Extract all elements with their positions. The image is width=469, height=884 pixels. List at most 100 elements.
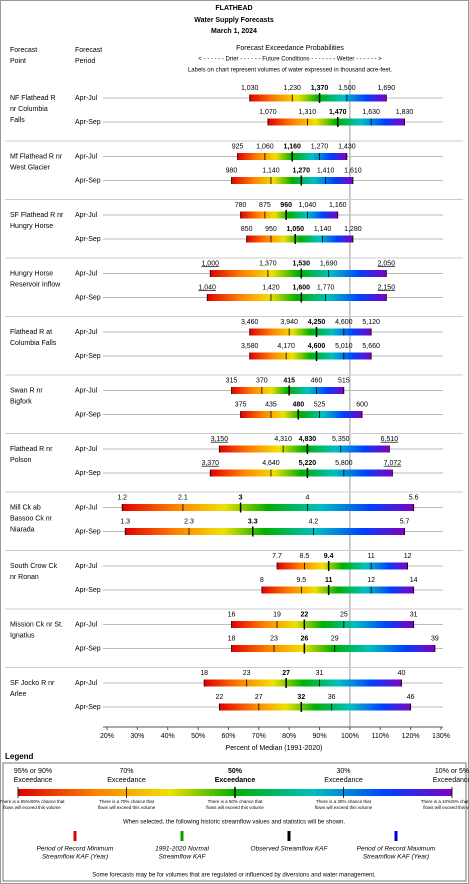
station-name: Flathead R nr bbox=[10, 446, 53, 453]
period: Apr-Jul bbox=[75, 329, 98, 336]
legend-heading: 70% bbox=[119, 768, 133, 775]
value-label: 1,310 bbox=[299, 109, 317, 116]
value-label: 3,940 bbox=[280, 319, 298, 326]
value-label: 480 bbox=[292, 401, 304, 408]
station-name: Hungry Horse bbox=[10, 223, 53, 230]
value-label: 925 bbox=[232, 143, 244, 150]
value-label: 1,230 bbox=[283, 85, 301, 92]
col-head: Forecast bbox=[10, 47, 37, 54]
value-label: 1,140 bbox=[262, 167, 280, 174]
range-bar bbox=[207, 294, 387, 301]
range-bar bbox=[125, 528, 405, 535]
range-bar bbox=[219, 703, 411, 711]
legend-heading: 95% or 90% bbox=[14, 768, 52, 775]
value-label: 1,050 bbox=[286, 226, 304, 233]
station-name: Ignatius bbox=[10, 632, 35, 639]
value-label: 3,150 bbox=[211, 436, 229, 443]
period: Apr-Sep bbox=[75, 704, 101, 711]
station-name: SF Flathead R nr bbox=[10, 212, 64, 219]
value-label: 2,150 bbox=[378, 284, 396, 291]
range-bar bbox=[210, 270, 387, 277]
value-label: 18 bbox=[228, 635, 236, 642]
legend-item: Streamflow KAF (Year) bbox=[42, 854, 108, 861]
value-label: 4.2 bbox=[309, 518, 319, 525]
period: Apr-Jul bbox=[75, 563, 98, 570]
value-label: 1,040 bbox=[198, 284, 216, 291]
value-label: 4,640 bbox=[262, 460, 280, 467]
value-label: 18 bbox=[200, 670, 208, 677]
value-label: 1,000 bbox=[201, 260, 219, 267]
value-label: 3,370 bbox=[201, 460, 219, 467]
footer: Some forecasts may be for volumes that a… bbox=[92, 873, 376, 879]
value-label: 5,220 bbox=[299, 460, 317, 467]
period: Apr-Jul bbox=[75, 621, 98, 628]
range-bar bbox=[122, 504, 414, 511]
value-label: 7,072 bbox=[384, 460, 402, 467]
period: Apr-Sep bbox=[75, 353, 101, 360]
station-name: Mission Ck nr St. bbox=[10, 621, 63, 628]
legend-heading: Exceedance bbox=[107, 777, 146, 784]
value-label: 39 bbox=[431, 635, 439, 642]
station-name: Hungry Horse bbox=[10, 270, 53, 277]
x-tick-label: 60% bbox=[221, 733, 235, 740]
legend-heading: Exceedance bbox=[215, 777, 256, 784]
period: Apr-Sep bbox=[75, 294, 101, 301]
value-label: 1,040 bbox=[299, 202, 317, 209]
station-name: Mf Flathead R nr bbox=[10, 153, 63, 160]
value-label: 875 bbox=[259, 202, 271, 209]
col-head: Forecast bbox=[75, 47, 102, 54]
range-bar bbox=[219, 445, 390, 453]
period: Apr-Sep bbox=[75, 470, 101, 477]
value-label: 4,600 bbox=[308, 343, 326, 350]
value-label: 14 bbox=[410, 577, 418, 584]
value-label: 1,280 bbox=[344, 226, 362, 233]
x-tick-label: 100% bbox=[341, 733, 359, 740]
value-label: 12 bbox=[404, 553, 412, 560]
legend-note: There is a 50% chance that bbox=[208, 799, 264, 804]
period: Apr-Jul bbox=[75, 153, 98, 160]
value-label: 3 bbox=[239, 494, 243, 501]
station-name: West Glacier bbox=[10, 164, 51, 171]
x-tick-label: 120% bbox=[402, 733, 420, 740]
note: Labels on chart represent volumes of wat… bbox=[188, 68, 392, 74]
value-label: 1,060 bbox=[256, 143, 274, 150]
legend-note: flows will exceed this volume bbox=[3, 805, 61, 810]
value-label: 5.7 bbox=[400, 518, 410, 525]
station-name: nr Columbia bbox=[10, 106, 48, 113]
station-name: Reservoir Inflow bbox=[10, 281, 61, 288]
value-label: 980 bbox=[226, 167, 238, 174]
station-name: Mill Ck ab bbox=[10, 504, 41, 511]
value-label: 1,370 bbox=[311, 85, 329, 92]
value-label: 515 bbox=[338, 377, 350, 384]
value-label: 1,270 bbox=[293, 167, 311, 174]
range-bar bbox=[261, 586, 414, 594]
value-label: 22 bbox=[300, 611, 308, 618]
station-name: NF Flathead R bbox=[10, 95, 56, 102]
legend-box bbox=[2, 762, 467, 882]
value-label: 1,770 bbox=[317, 284, 335, 291]
value-label: 435 bbox=[265, 401, 277, 408]
legend-marker bbox=[394, 831, 398, 841]
value-label: 1,470 bbox=[329, 109, 347, 116]
period: Apr-Jul bbox=[75, 680, 98, 687]
value-label: 780 bbox=[235, 202, 247, 209]
value-label: 525 bbox=[314, 401, 326, 408]
range-bar bbox=[240, 211, 338, 219]
station-name: nr Ronan bbox=[10, 574, 39, 581]
value-label: 2.3 bbox=[184, 518, 194, 525]
legend-marker bbox=[180, 831, 184, 841]
value-label: 460 bbox=[311, 377, 323, 384]
legend-intro: When selected, the following historic st… bbox=[123, 820, 345, 826]
value-label: 31 bbox=[316, 670, 324, 677]
value-label: 1,610 bbox=[344, 167, 362, 174]
value-label: 1,070 bbox=[259, 109, 277, 116]
value-label: 3,580 bbox=[241, 343, 259, 350]
period: Apr-Sep bbox=[75, 587, 101, 594]
value-label: 19 bbox=[273, 611, 281, 618]
value-label: 1,370 bbox=[259, 260, 277, 267]
value-label: 11 bbox=[368, 553, 375, 560]
value-label: 22 bbox=[215, 694, 223, 701]
value-label: 4,830 bbox=[299, 436, 317, 443]
col-head: Period bbox=[75, 58, 95, 65]
value-label: 1,600 bbox=[293, 284, 311, 291]
